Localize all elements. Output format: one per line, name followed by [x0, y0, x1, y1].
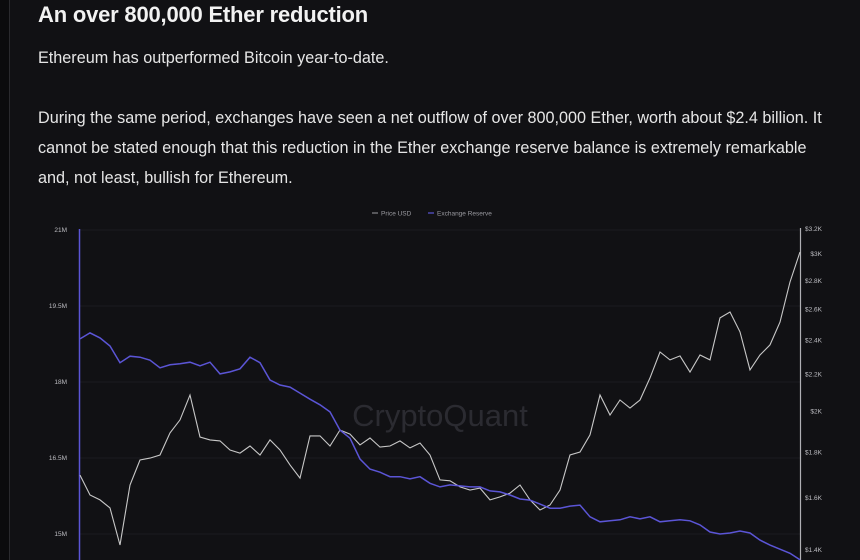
watermark: CryptoQuant [352, 398, 528, 433]
legend-reserve: Exchange Reserve [437, 211, 492, 218]
left-axis-tick: 15M [54, 531, 67, 538]
left-axis-tick: 18M [54, 379, 67, 386]
right-axis-tick: $2.6K [805, 307, 823, 314]
price-usd-line [79, 251, 801, 546]
right-axis-tick: $2.8K [805, 278, 823, 285]
legend: Price USD Exchange Reserve [372, 211, 492, 218]
grid-lines [80, 229, 800, 535]
left-axis-tick: 16.5M [49, 455, 67, 462]
right-axis-tick: $3.2K [805, 226, 823, 233]
right-axis-tick: $1.6K [805, 495, 823, 502]
exchange-reserve-line [79, 332, 801, 560]
right-axis-tick: $1.4K [805, 547, 823, 554]
right-axis-tick: $2.2K [805, 371, 823, 378]
left-axis-tick: 19.5M [49, 303, 67, 310]
right-axis-tick: $2K [810, 409, 822, 416]
left-axis-tick: 21M [54, 227, 67, 234]
right-axis-tick: $3K [810, 251, 822, 258]
legend-price: Price USD [381, 211, 412, 218]
section-title: An over 800,000 Ether reduction [38, 2, 369, 27]
right-axis-tick: $2.4K [805, 338, 823, 345]
page-left-edge [0, 0, 10, 560]
paragraph-intro: Ethereum has outperformed Bitcoin year-t… [38, 49, 389, 67]
paragraph-body: During the same period, exchanges have s… [38, 109, 822, 187]
right-axis-tick: $1.8K [805, 449, 823, 456]
